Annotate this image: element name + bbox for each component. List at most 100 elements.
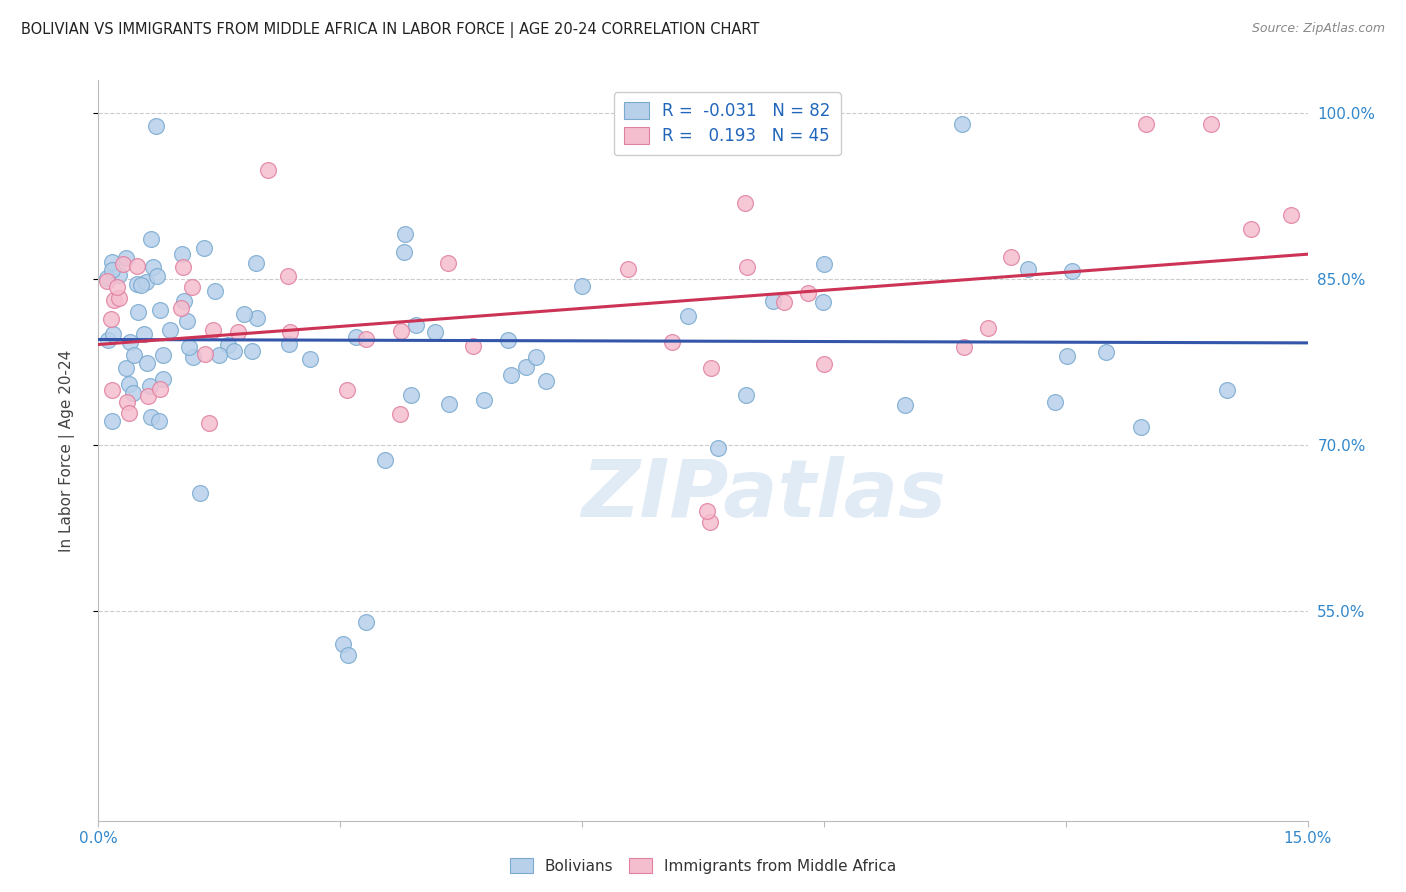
Point [1199, 118, 1222, 132]
Point [735, 260, 758, 274]
Point [139, 379, 162, 393]
Point [392, 244, 415, 259]
Point [170, 247, 193, 261]
Point [202, 323, 225, 337]
Point [204, 284, 226, 298]
Point [789, 118, 811, 132]
Point [148, 414, 170, 428]
Point [661, 334, 683, 349]
Point [734, 388, 756, 402]
Point [1095, 344, 1118, 359]
Point [389, 324, 412, 338]
Point [278, 337, 301, 351]
Legend: Bolivians, Immigrants from Middle Africa: Bolivians, Immigrants from Middle Africa [503, 852, 903, 880]
Point [437, 256, 460, 270]
Point [699, 361, 721, 376]
Point [120, 335, 142, 350]
Point [125, 260, 148, 274]
Point [217, 338, 239, 352]
Point [107, 280, 129, 294]
Point [1017, 262, 1039, 277]
Point [181, 351, 204, 365]
Point [181, 280, 204, 294]
Point [1000, 250, 1022, 264]
Point [245, 256, 267, 270]
Point [696, 504, 718, 518]
Point [96, 271, 118, 285]
Point [571, 279, 593, 293]
Point [246, 310, 269, 325]
Point [1281, 208, 1303, 222]
Legend: R =  -0.031   N = 82, R =   0.193   N = 45: R = -0.031 N = 82, R = 0.193 N = 45 [614, 92, 841, 155]
Point [152, 348, 174, 362]
Point [101, 263, 124, 277]
Point [344, 330, 367, 344]
Point [797, 285, 820, 300]
Point [394, 227, 416, 241]
Point [332, 637, 354, 651]
Text: BOLIVIAN VS IMMIGRANTS FROM MIDDLE AFRICA IN LABOR FORCE | AGE 20-24 CORRELATION: BOLIVIAN VS IMMIGRANTS FROM MIDDLE AFRIC… [21, 22, 759, 38]
Point [127, 305, 149, 319]
Point [707, 441, 730, 455]
Point [101, 384, 124, 398]
Point [118, 377, 141, 392]
Point [226, 325, 249, 339]
Point [177, 340, 200, 354]
Point [534, 374, 557, 388]
Point [115, 251, 138, 265]
Point [117, 395, 139, 409]
Point [336, 384, 359, 398]
Point [277, 268, 299, 283]
Point [149, 303, 172, 318]
Point [617, 262, 640, 277]
Point [146, 268, 169, 283]
Point [762, 293, 785, 308]
Point [813, 294, 835, 309]
Point [224, 344, 246, 359]
Point [107, 268, 129, 282]
Point [97, 333, 120, 347]
Point [198, 416, 221, 430]
Point [374, 452, 396, 467]
Point [524, 350, 547, 364]
Point [142, 260, 165, 274]
Point [953, 340, 976, 354]
Point [194, 347, 217, 361]
Point [118, 405, 141, 419]
Point [498, 333, 520, 347]
Point [139, 232, 162, 246]
Point [699, 516, 721, 530]
Point [124, 348, 146, 362]
Point [145, 119, 167, 133]
Point [100, 414, 122, 428]
Point [1130, 420, 1153, 434]
Point [188, 486, 211, 500]
Point [148, 382, 170, 396]
Point [389, 408, 412, 422]
Point [257, 163, 280, 178]
Point [108, 291, 131, 305]
Point [1043, 395, 1066, 409]
Point [152, 371, 174, 385]
Point [676, 309, 699, 323]
Point [139, 409, 162, 424]
Point [193, 241, 215, 255]
Point [173, 293, 195, 308]
Point [1240, 222, 1263, 236]
Point [1216, 383, 1239, 397]
Point [135, 275, 157, 289]
Point [176, 313, 198, 327]
Point [773, 295, 796, 310]
Point [1060, 264, 1083, 278]
Point [136, 388, 159, 402]
Text: Source: ZipAtlas.com: Source: ZipAtlas.com [1251, 22, 1385, 36]
Point [439, 397, 461, 411]
Point [135, 356, 157, 370]
Point [103, 293, 125, 307]
Point [977, 321, 1000, 335]
Point [127, 277, 149, 291]
Point [122, 386, 145, 401]
Point [111, 257, 134, 271]
Point [170, 301, 193, 316]
Text: ZIPatlas: ZIPatlas [581, 456, 946, 534]
